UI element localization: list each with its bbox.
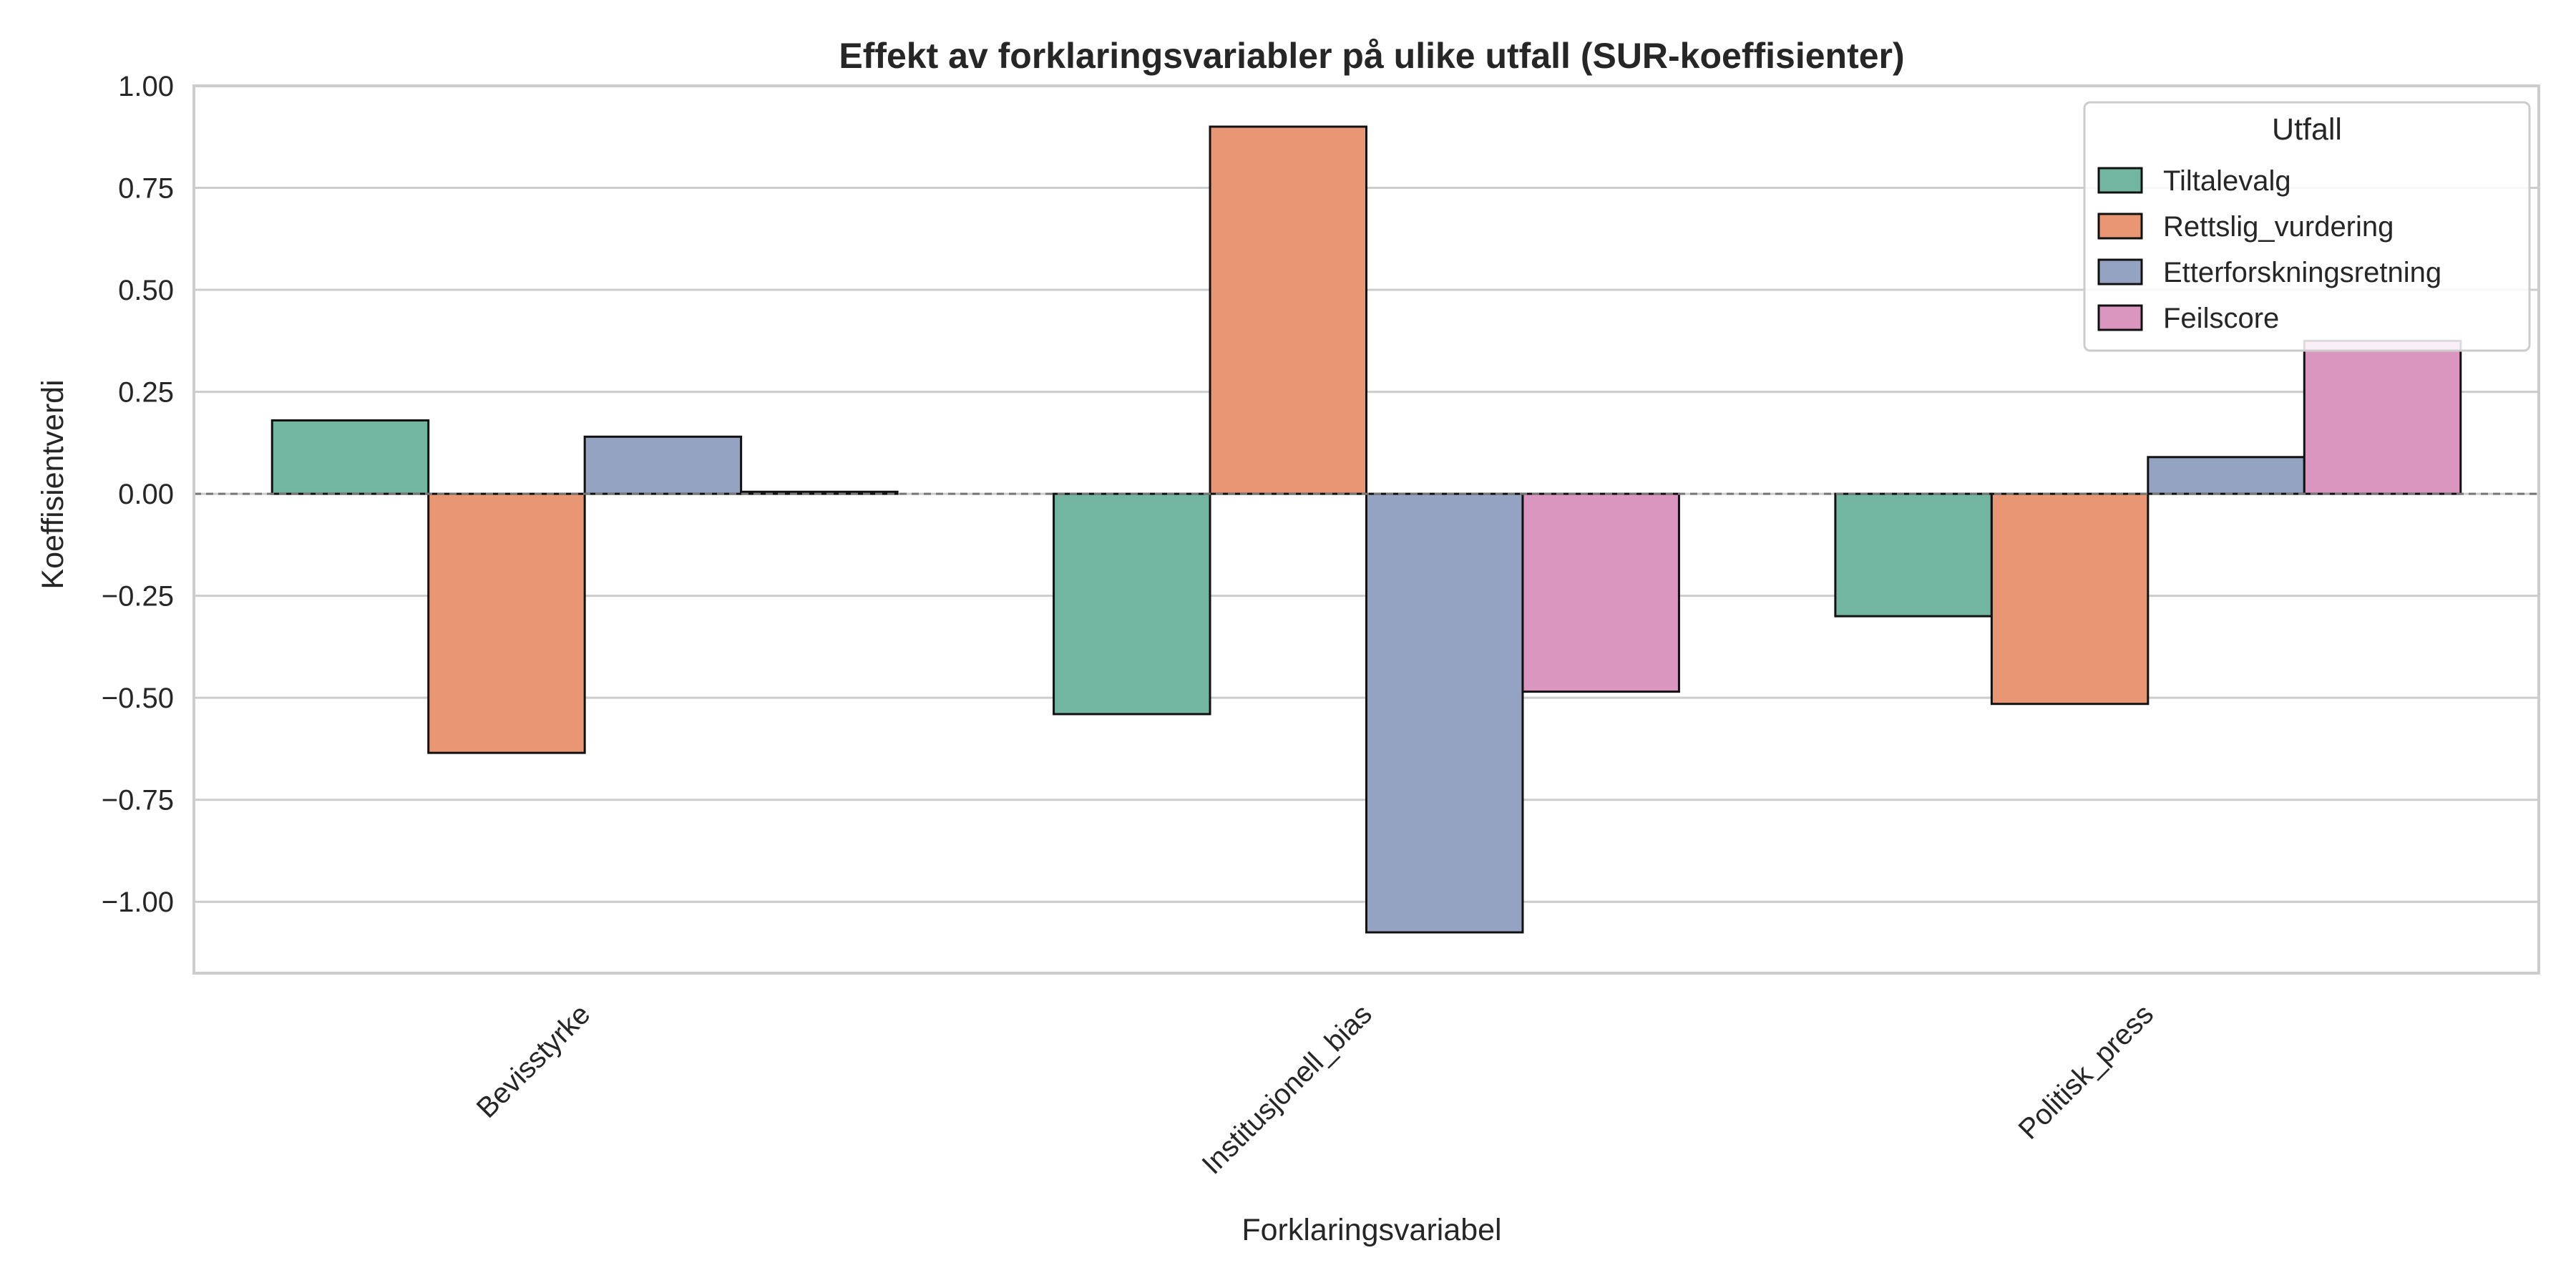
bar-rettslig-vurdering-politisk-press <box>1990 492 2150 706</box>
x-axis-label: Forklaringsvariabel <box>1241 1213 1501 1247</box>
y-tick-label: 0.00 <box>118 479 174 510</box>
legend-box <box>2083 101 2531 352</box>
y-tick-label: −0.50 <box>102 683 174 714</box>
bar-etterforskningsretning-bevisstyrke <box>583 435 743 495</box>
legend-label: Etterforskningsretning <box>2163 257 2441 288</box>
bars <box>270 125 2462 934</box>
chart-title: Effekt av forklaringsvariabler på ulike … <box>839 36 1904 76</box>
bar-tiltalevalg-bevisstyrke <box>270 419 430 495</box>
legend-label: Tiltalevalg <box>2163 165 2291 197</box>
y-tick-label: 0.50 <box>118 275 174 306</box>
legend-items: Tiltalevalg Rettslig_vurdering Etterforskn… <box>2097 165 2441 334</box>
bar-tiltalevalg-institusjonell-bias <box>1053 492 1211 716</box>
y-tick-label: 1.00 <box>118 71 174 102</box>
legend-label: Rettslig_vurdering <box>2163 211 2394 243</box>
legend-swatch <box>2097 213 2143 240</box>
y-tick-labels: 1.00 0.75 0.50 0.25 0.00 −0.25 −0.50 −0.75 −1.00 <box>102 71 174 918</box>
y-tick-label: −0.75 <box>102 785 174 816</box>
y-tick-label: −1.00 <box>102 887 174 918</box>
legend-swatch <box>2097 304 2143 331</box>
bar-etterforskningsretning-institusjonell-bias <box>1365 492 1524 934</box>
y-axis-label: Koeffisientverdi <box>36 379 70 589</box>
y-tick-label: −0.25 <box>102 581 174 613</box>
bar-rettslig-vurdering-bevisstyrke <box>427 492 586 754</box>
y-tick-label: 0.75 <box>118 173 174 205</box>
y-tick-label: 0.25 <box>118 377 174 409</box>
bar-feilscore-politisk-press <box>2303 339 2462 495</box>
bar-etterforskningsretning-politisk-press <box>2147 456 2306 495</box>
bar-rettslig-vurdering-institusjonell-bias <box>1209 125 1367 495</box>
legend-swatch <box>2097 167 2143 194</box>
bar-tiltalevalg-politisk-press <box>1834 492 1993 618</box>
legend: Utfall Tiltalevalg Rettslig_vurdering Ette… <box>2083 101 2531 352</box>
legend-label: Feilscore <box>2163 303 2279 334</box>
legend-swatch <box>2097 258 2143 286</box>
plot-frame <box>192 84 2540 975</box>
bar-feilscore-institusjonell-bias <box>1521 492 1680 693</box>
legend-title: Utfall <box>2272 112 2342 147</box>
